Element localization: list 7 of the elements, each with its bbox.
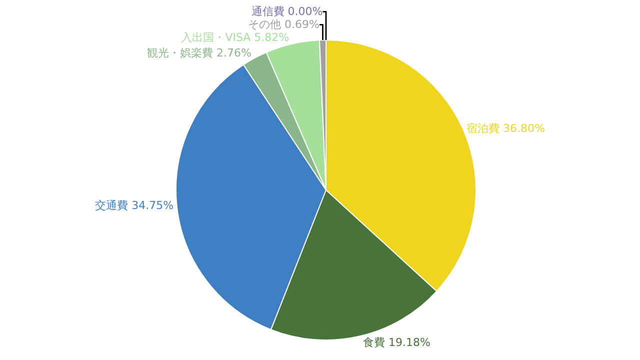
slice-label: その他 0.69% xyxy=(248,18,320,32)
slice-label: 交通費 34.75% xyxy=(95,199,174,212)
slice-label: 食費 19.18% xyxy=(362,336,430,349)
slice-label: 宿泊費 36.80% xyxy=(466,122,545,136)
category-label: 通信費 0.00% xyxy=(251,5,323,18)
slice-label: 入出国・VISA 5.82% xyxy=(181,31,290,44)
slice-label: 観光・娯楽費 2.76% xyxy=(146,46,252,60)
